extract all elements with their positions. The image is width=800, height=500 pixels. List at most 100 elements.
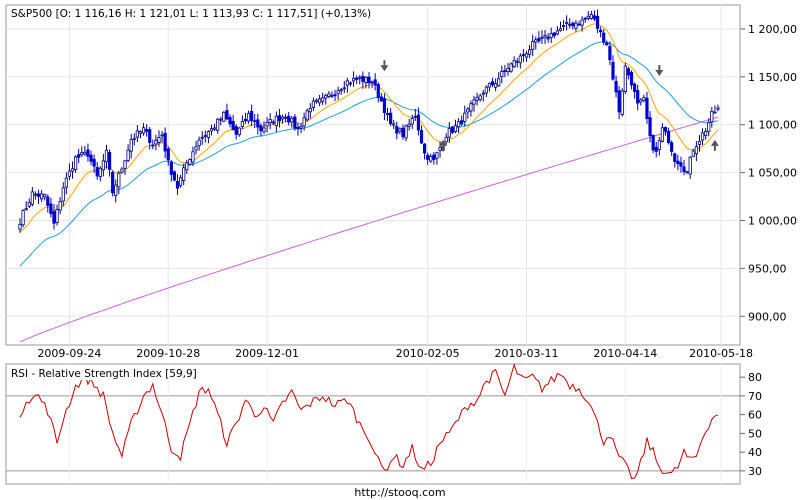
price-candle-body [599,29,603,33]
price-ma-long-path [19,116,719,343]
price-candle-body [194,146,198,151]
price-candle-body [509,63,513,72]
price-candle-body [429,156,433,162]
price-candle-body [704,131,708,136]
price-candle-body [389,112,393,125]
price-candle-body [608,46,612,61]
rsi-y-tick-label: 70 [748,390,762,403]
price-y-tick-label: 950,00 [748,262,787,275]
price-candle-body [710,110,714,123]
price-candle-body [645,97,649,119]
price-candle-body [321,97,325,102]
price-arrow-down-icon [380,65,389,72]
price-candle-body [148,129,152,143]
price-candle-body [620,90,624,115]
price-candle-body [707,122,711,132]
price-candle-body [688,156,692,175]
price-candle-body [355,77,359,80]
price-candle-body [151,144,155,147]
price-candle-body [466,108,470,113]
price-candle-body [682,166,686,172]
price-candle-body [49,203,53,215]
price-candle-body [302,117,306,127]
price-candle-body [589,14,593,19]
price-candle-body [107,152,112,170]
price-candle-body [33,193,38,196]
price-candle-body [348,82,353,85]
price-candle-body [234,126,238,135]
price-candle-body [225,110,229,120]
price-candle-body [558,28,563,31]
price-candle-body [475,96,479,101]
price-candle-body [265,122,269,127]
price-y-tick-label: 900,00 [748,310,787,323]
price-candle-body [565,22,569,24]
price-candle-body [40,193,44,200]
price-candle-body [73,156,78,171]
price-candle-body [490,81,495,86]
price-candle-body [432,154,436,160]
price-candle-body [191,151,195,163]
price-candle-body [339,89,343,92]
price-candle-body [419,130,424,144]
price-candle-body [697,140,702,145]
price-ma-long-line [19,116,719,343]
price-candle-body [518,55,522,64]
price-candle-body [654,146,658,152]
price-candle-body [101,160,105,171]
price-candle-body [175,180,180,189]
price-candle-body [228,116,232,125]
price-ma-mid-line [19,41,719,267]
price-candle-body [169,161,173,175]
price-candle-body [700,132,705,141]
price-candle-body [385,113,390,115]
price-candle-body [373,79,377,86]
price-candle-body [126,149,130,161]
price-candle-body [617,90,621,113]
price-candle-body [444,136,448,143]
price-candle-body [422,143,427,154]
price-candle-body [200,136,204,139]
price-candle-body [370,81,374,84]
footer-url: http://stooq.com [354,486,445,499]
price-candle-body [626,68,631,76]
price-y-tick-label: 1 150,00 [748,71,797,84]
price-candle-body [104,149,109,163]
price-candle-body [284,116,288,119]
price-candle-body [694,146,698,155]
price-candle-body [623,65,627,92]
price-candle-body [293,116,297,129]
price-y-tick-label: 1 000,00 [748,214,797,227]
price-title: S&P500 [O: 1 116,16 H: 1 121,01 L: 1 113… [11,8,371,20]
price-candle-body [83,151,87,155]
price-candle-body [317,98,322,104]
price-candle-body [503,69,507,72]
price-candle-body [685,171,689,174]
price-candle-body [209,128,214,132]
price-candle-body [549,33,553,38]
price-candle-body [435,152,439,159]
price-candle-body [274,115,278,127]
price-candle-body [24,208,28,211]
price-candle-body [404,125,408,139]
price-candle-body [43,194,47,198]
price-candle-body [540,36,544,39]
price-candle-body [605,42,609,46]
price-candle-body [577,23,581,26]
price-candle-body [583,17,587,20]
price-candle-body [555,30,559,35]
price-candle-body [336,90,340,94]
price-candle-body [89,154,93,162]
price-candle-body [141,127,146,134]
rsi-y-tick-label: 80 [748,371,762,384]
price-x-tick-label: 2010-05-18 [689,347,753,360]
price-x-tick-label: 2009-12-01 [235,347,299,360]
price-candle-body [531,41,535,50]
price-candle-body [27,202,31,207]
price-candle-body [456,121,461,128]
price-candle-body [212,127,217,130]
price-candle-body [327,93,331,97]
price-x-axis: 2009-09-24 2009-10-28 2009-12-01 2010-02-05… [37,347,753,360]
price-y-tick-label: 1 200,00 [748,23,797,36]
